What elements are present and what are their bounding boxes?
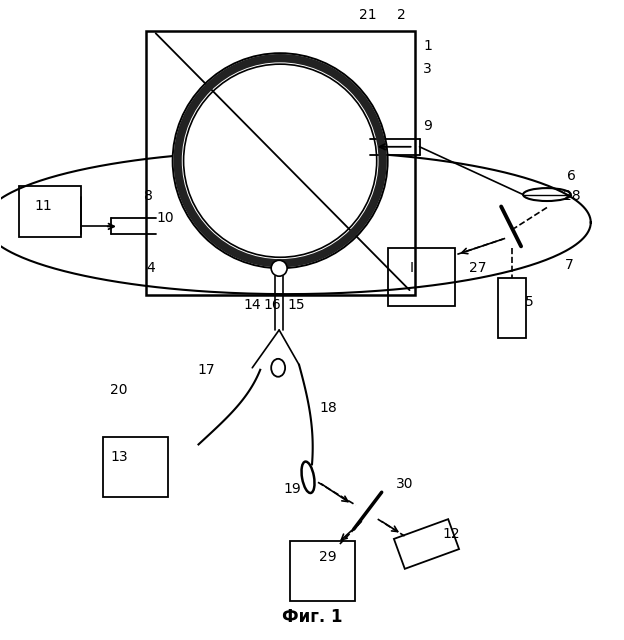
Text: 19: 19	[283, 483, 301, 496]
Text: 7: 7	[565, 259, 573, 272]
Text: 11: 11	[34, 198, 52, 212]
Text: 17: 17	[198, 363, 215, 377]
Text: 12: 12	[442, 527, 460, 541]
Text: 1: 1	[423, 39, 432, 53]
Text: 16: 16	[263, 298, 281, 312]
Text: I: I	[409, 261, 414, 275]
Text: 28: 28	[563, 189, 581, 202]
Text: 27: 27	[469, 261, 486, 275]
Text: 6: 6	[567, 169, 577, 182]
Circle shape	[173, 53, 388, 268]
Text: 4: 4	[147, 261, 155, 275]
Text: 3: 3	[423, 62, 432, 76]
Text: 13: 13	[110, 451, 128, 465]
Text: 9: 9	[423, 119, 432, 133]
Circle shape	[271, 260, 287, 276]
Text: 14: 14	[243, 298, 261, 312]
Text: 20: 20	[110, 383, 128, 397]
Text: 10: 10	[157, 211, 175, 225]
Text: 18: 18	[319, 401, 337, 415]
Bar	[103, 438, 168, 497]
Bar	[290, 541, 355, 601]
Text: 21: 21	[359, 8, 376, 22]
Bar	[19, 186, 81, 237]
Bar	[498, 278, 526, 338]
Text: 29: 29	[319, 550, 337, 564]
Bar	[394, 519, 459, 569]
Ellipse shape	[271, 359, 285, 377]
Text: 5: 5	[525, 295, 534, 309]
Text: 30: 30	[396, 477, 413, 492]
Text: 8: 8	[144, 189, 153, 202]
Text: 15: 15	[287, 298, 305, 312]
Text: 2: 2	[397, 8, 406, 22]
Text: Фиг. 1: Фиг. 1	[282, 607, 342, 626]
Bar	[146, 31, 414, 295]
Bar	[388, 248, 456, 306]
